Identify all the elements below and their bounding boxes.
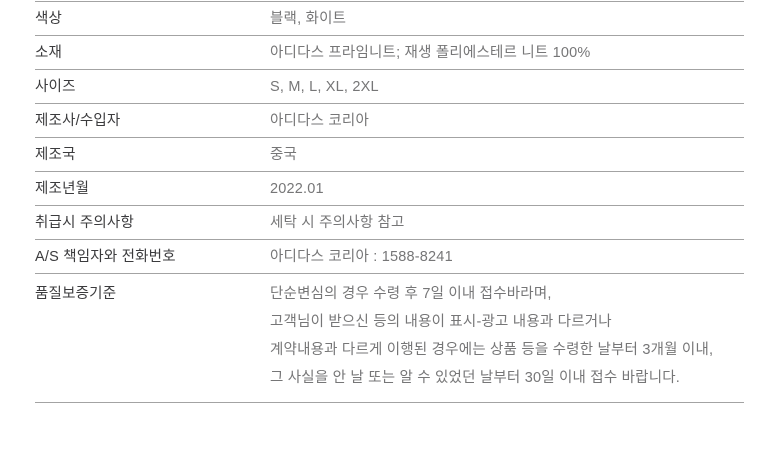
warranty-line: 계약내용과 다르게 이행된 경우에는 상품 등을 수령한 날부터 3개월 이내, [270,342,714,358]
table-row-manufacturer: 제조사/수입자 아디다스 코리아 [35,103,744,137]
row-value: 단순변심의 경우 수령 후 7일 이내 접수바라며, 고객님이 받으신 등의 내… [270,280,744,392]
table-row-size: 사이즈 S, M, L, XL, 2XL [35,69,744,103]
row-label: 취급시 주의사항 [35,214,135,231]
row-label: 색상 [35,10,63,27]
row-value: 아디다스 코리아 : 1588-8241 [270,248,453,265]
row-value: 세탁 시 주의사항 참고 [270,214,405,231]
row-label: 제조사/수입자 [35,112,121,129]
warranty-line: 단순변심의 경우 수령 후 7일 이내 접수바라며, [270,286,552,302]
warranty-line: 그 사실을 안 날 또는 알 수 있었던 날부터 30일 이내 접수 바랍니다. [270,370,680,386]
table-row-country: 제조국 중국 [35,137,744,171]
row-value: 아디다스 프라임니트; 재생 폴리에스테르 니트 100% [270,44,591,61]
product-spec-table: 색상 블랙, 화이트 소재 아디다스 프라임니트; 재생 폴리에스테르 니트 1… [35,1,744,403]
row-value: 아디다스 코리아 [270,112,370,129]
table-row-color: 색상 블랙, 화이트 [35,1,744,35]
table-row-warranty: 품질보증기준 단순변심의 경우 수령 후 7일 이내 접수바라며, 고객님이 받… [35,273,744,402]
warranty-line: 고객님이 받으신 등의 내용이 표시-광고 내용과 다르거나 [270,314,612,330]
row-label: 사이즈 [35,78,76,95]
row-label: 품질보증기준 [35,286,117,302]
row-label: A/S 책임자와 전화번호 [35,248,176,265]
row-label: 제조년월 [35,180,90,197]
row-label: 제조국 [35,146,76,163]
table-row-as-contact: A/S 책임자와 전화번호 아디다스 코리아 : 1588-8241 [35,239,744,273]
row-value: S, M, L, XL, 2XL [270,78,379,95]
row-value: 2022.01 [270,180,324,197]
table-row-manufacture-date: 제조년월 2022.01 [35,171,744,205]
row-label: 소재 [35,44,63,61]
table-row-material: 소재 아디다스 프라임니트; 재생 폴리에스테르 니트 100% [35,35,744,69]
row-value: 중국 [270,146,298,163]
table-row-care-instructions: 취급시 주의사항 세탁 시 주의사항 참고 [35,205,744,239]
row-value: 블랙, 화이트 [270,10,347,27]
